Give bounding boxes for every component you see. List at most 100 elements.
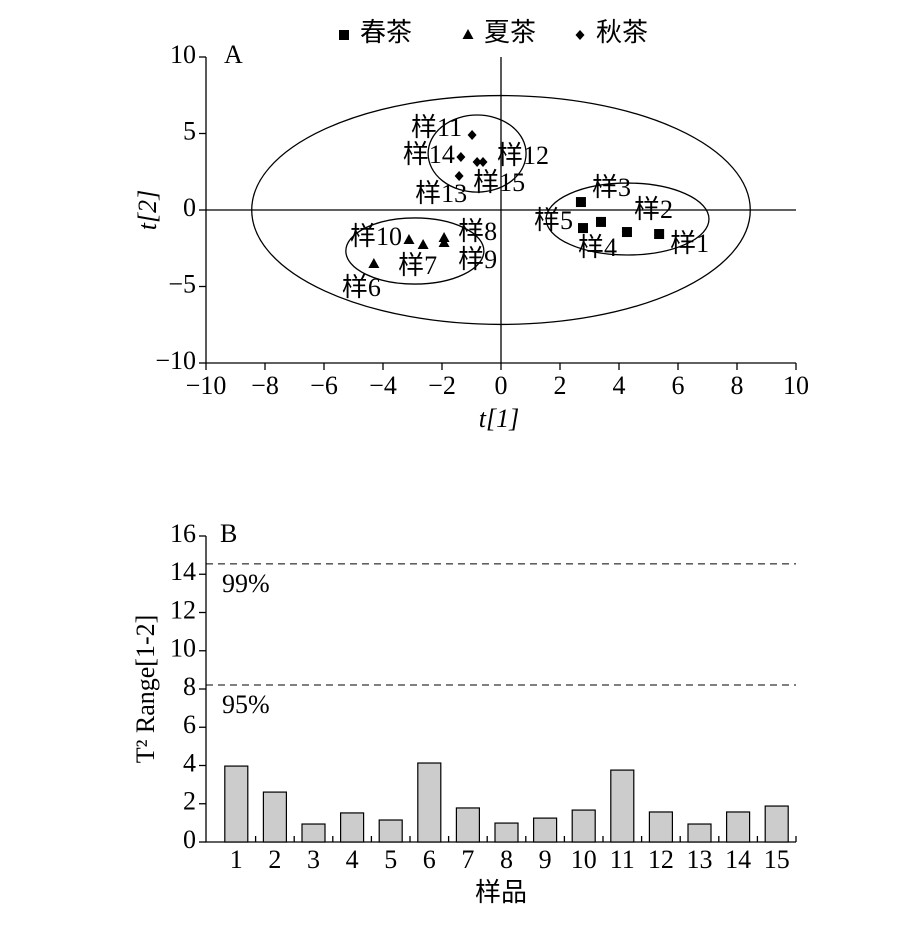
x-tick-label: 0 [495, 371, 508, 400]
x-tick-label: −10 [186, 371, 227, 400]
x-tick-label: 4 [613, 371, 626, 400]
y-tick-label: 2 [183, 787, 196, 816]
x-tick-label: 9 [539, 845, 552, 874]
point [472, 156, 482, 167]
panel-label: A [224, 40, 243, 69]
bar [494, 822, 519, 843]
point-label: 样13 [415, 179, 467, 208]
x-tick-label: 6 [672, 371, 685, 400]
point [467, 130, 477, 141]
point [403, 233, 415, 244]
legend-label: 春茶 [360, 18, 412, 47]
bar [262, 791, 287, 843]
y-tick-label: 10 [170, 40, 196, 69]
point-label: 样12 [497, 141, 549, 170]
confidence-ellipse [427, 114, 527, 193]
y-axis-label: t[2] [133, 190, 162, 230]
y-tick-label: 6 [183, 710, 196, 739]
legend-item: 夏茶 [462, 18, 536, 47]
x-tick-label: 8 [731, 371, 744, 400]
point-label: 样9 [458, 245, 497, 274]
point-label: 样15 [473, 168, 525, 197]
point-label: 样1 [670, 229, 709, 258]
panel-label: B [220, 519, 237, 548]
point-label: 样6 [342, 273, 381, 302]
axis-line [205, 536, 796, 843]
point [368, 258, 380, 269]
x-tick-label: 2 [268, 845, 281, 874]
x-tick-label: 4 [346, 845, 359, 874]
point-label: 样14 [403, 140, 455, 169]
y-tick-label: 12 [170, 595, 196, 624]
x-tick-label: 7 [461, 845, 474, 874]
bar [725, 811, 751, 843]
legend-marker [339, 30, 349, 40]
point [438, 231, 450, 242]
confidence-ellipse [545, 182, 710, 256]
bar [301, 823, 326, 843]
x-tick-label: 15 [764, 845, 790, 874]
x-tick-label: 10 [783, 371, 809, 400]
point [454, 171, 464, 182]
y-tick-label: 4 [183, 748, 196, 777]
point-label: 样2 [634, 195, 673, 224]
x-tick-label: 14 [725, 845, 751, 874]
x-tick-label: 12 [648, 845, 674, 874]
y-tick-label: 8 [183, 672, 196, 701]
point-label: 样10 [350, 222, 402, 251]
legend-item: 春茶 [339, 18, 412, 47]
y-tick-label: −5 [168, 269, 196, 298]
point-label: 样8 [458, 217, 497, 246]
point-label: 样4 [578, 233, 617, 262]
bar [687, 823, 712, 843]
threshold-label: 99% [222, 569, 270, 598]
x-tick-label: −8 [251, 371, 279, 400]
x-tick-label: −6 [310, 371, 338, 400]
point-label: 样11 [411, 113, 462, 142]
y-tick-label: 16 [170, 519, 196, 548]
confidence-ellipse [345, 217, 485, 285]
point [456, 152, 466, 163]
y-tick-label: 0 [183, 193, 196, 222]
bar [417, 762, 442, 843]
x-tick-label: −4 [369, 371, 397, 400]
point [575, 197, 586, 208]
x-axis-label: 样品 [475, 878, 527, 907]
legend-marker [462, 29, 474, 39]
point [654, 229, 665, 240]
threshold-label: 95% [222, 690, 270, 719]
point [621, 227, 632, 238]
point [578, 223, 589, 234]
legend-label: 夏茶 [484, 18, 536, 47]
bar [648, 811, 674, 843]
x-tick-label: 3 [307, 845, 320, 874]
bar [378, 819, 403, 843]
y-axis-label: T² Range[1-2] [131, 615, 160, 764]
legend-marker [575, 30, 585, 40]
point-label: 样5 [534, 206, 573, 235]
bar [764, 805, 789, 843]
bar [571, 809, 596, 843]
legend-label: 秋茶 [596, 18, 648, 47]
y-tick-label: 0 [183, 825, 196, 854]
bar [224, 765, 249, 843]
confidence-ellipse [251, 94, 751, 326]
point [478, 156, 488, 167]
bar [532, 817, 558, 843]
x-tick-label: 11 [610, 845, 635, 874]
x-tick-label: 8 [500, 845, 513, 874]
x-tick-label: 1 [230, 845, 243, 874]
y-tick-label: 5 [183, 116, 196, 145]
x-tick-label: 10 [571, 845, 597, 874]
x-axis-label: t[1] [479, 404, 519, 433]
x-tick-label: −2 [428, 371, 456, 400]
point [596, 216, 607, 227]
bar [610, 769, 635, 843]
bar [340, 812, 365, 843]
point-label: 样3 [592, 173, 631, 202]
x-tick-label: 13 [687, 845, 713, 874]
legend-item: 秋茶 [575, 18, 648, 47]
x-tick-label: 6 [423, 845, 436, 874]
y-tick-label: 14 [170, 557, 196, 586]
bar [455, 807, 480, 843]
